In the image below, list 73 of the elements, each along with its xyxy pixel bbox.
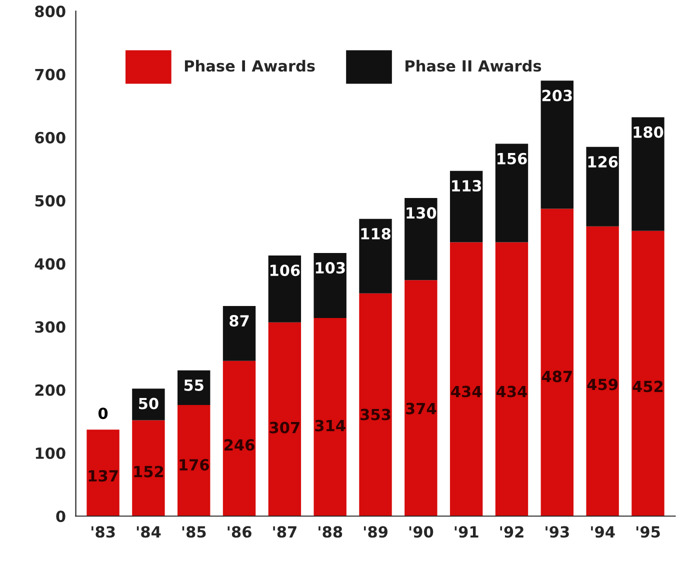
data-label: 180 [634, 126, 664, 138]
data-label: 459 [587, 378, 618, 390]
x-tick-label: '92 [500, 526, 524, 538]
x-tick-label: '87 [273, 526, 296, 538]
x-tick-label: '95 [636, 526, 660, 538]
bar [450, 170, 483, 242]
data-label: 130 [406, 207, 436, 219]
bar [540, 80, 574, 209]
bar [540, 208, 574, 516]
data-label: 0 [98, 408, 108, 420]
x-tick-label: '94 [591, 526, 615, 538]
data-label: 55 [184, 380, 204, 391]
x-tick-label: '83 [92, 526, 115, 538]
bar [86, 430, 120, 516]
bar [132, 420, 165, 516]
x-tick-label: '90 [409, 526, 434, 538]
bar [586, 226, 619, 516]
y-tick-label: 600 [35, 132, 66, 144]
data-label: 452 [632, 380, 663, 392]
bar [404, 280, 438, 516]
data-label: 434 [496, 386, 527, 398]
y-tick-label: 500 [35, 195, 66, 207]
data-label: 353 [360, 408, 390, 420]
legend-label: Phase II Awards [406, 60, 542, 72]
y-tick-label: 400 [34, 258, 66, 270]
bar [632, 117, 664, 231]
y-tick-label: 700 [35, 68, 66, 80]
bar [359, 293, 392, 516]
data-label: 314 [315, 420, 346, 432]
data-label: 152 [134, 466, 164, 478]
bar [404, 198, 438, 280]
data-label: 118 [361, 228, 391, 240]
data-label: 137 [88, 470, 118, 482]
bar [450, 242, 483, 516]
data-label: 487 [542, 370, 572, 382]
y-tick-label: 100 [36, 447, 66, 460]
data-label: 113 [452, 180, 482, 192]
bar [632, 230, 664, 516]
bar [268, 255, 302, 322]
bar [314, 252, 346, 318]
data-label: 103 [316, 262, 345, 274]
y-tick-label: 0 [56, 510, 66, 522]
data-label: 434 [451, 386, 482, 398]
data-label: 87 [230, 315, 249, 327]
x-tick-label: '85 [182, 526, 206, 538]
data-label: 246 [224, 439, 254, 451]
y-tick-label: 300 [35, 321, 66, 333]
x-tick-label: '93 [546, 526, 569, 538]
bar [178, 405, 210, 516]
x-tick-label: '86 [228, 526, 252, 538]
data-label: 374 [406, 402, 436, 414]
bar [268, 322, 302, 516]
x-tick-label: '89 [364, 526, 388, 538]
x-tick-label: '84 [136, 526, 161, 538]
legend-label: Phase I Awards [184, 60, 315, 72]
y-tick-label: 200 [35, 384, 66, 396]
bar [359, 218, 392, 294]
data-label: 156 [498, 152, 527, 164]
data-label: 126 [588, 156, 618, 168]
bar [314, 318, 346, 516]
bar [495, 242, 528, 516]
x-tick-label: '91 [454, 526, 478, 538]
data-label: 106 [270, 264, 300, 276]
data-label: 176 [180, 459, 209, 471]
x-tick-label: '88 [318, 526, 342, 538]
bar [586, 146, 619, 226]
bar [222, 306, 256, 361]
bar [495, 144, 528, 242]
bar [222, 360, 256, 516]
data-label: 203 [542, 90, 572, 102]
data-label: 50 [138, 398, 158, 410]
data-label: 307 [270, 422, 300, 434]
y-tick-label: 800 [35, 6, 66, 18]
